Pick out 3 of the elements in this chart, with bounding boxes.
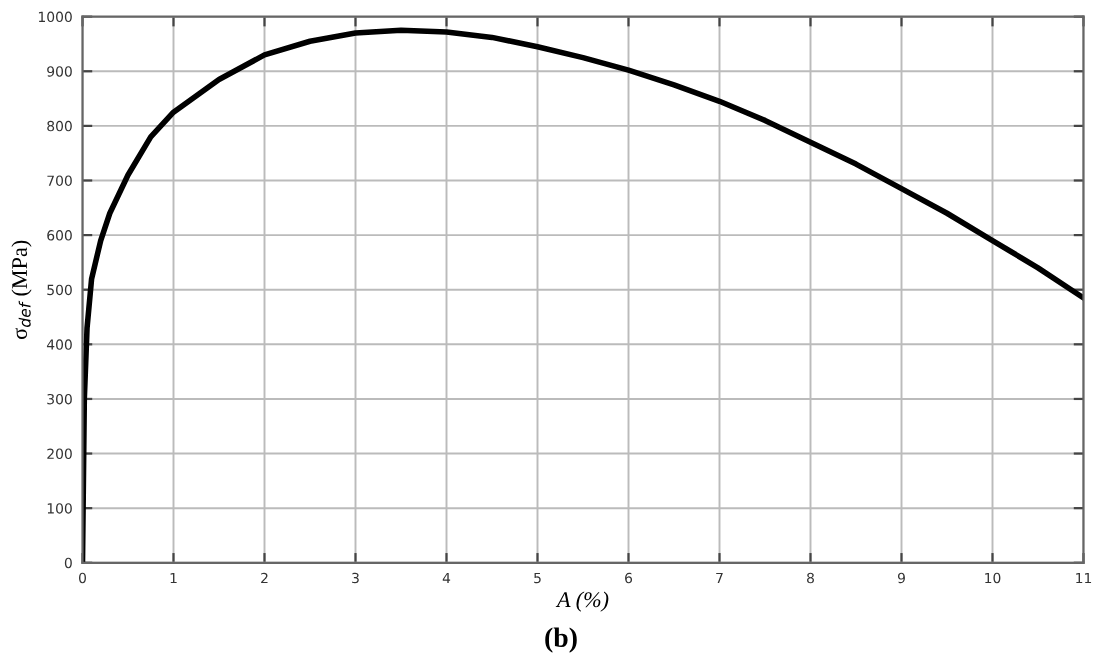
y-axis-title: σ$_{def}$ (MPa) [11,240,32,339]
x-axis-title: A (%) [555,591,609,612]
text: (b) [545,627,577,653]
